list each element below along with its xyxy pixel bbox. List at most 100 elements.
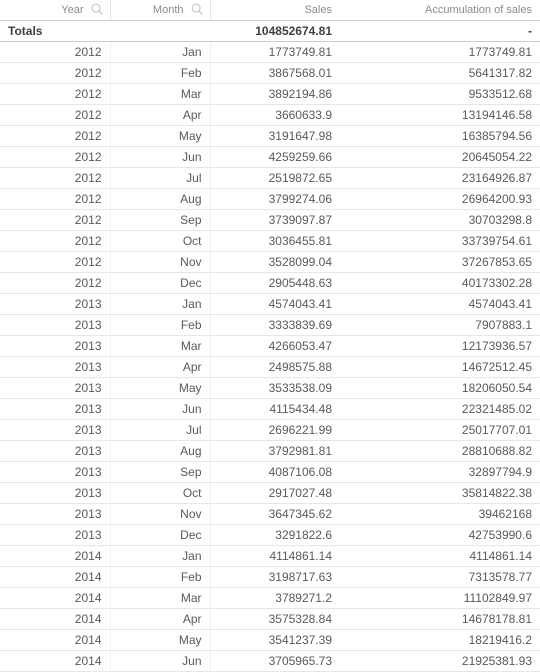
- table-row[interactable]: 2012Feb3867568.015641317.82: [0, 63, 540, 84]
- table-row[interactable]: 2014Mar3789271.211102849.97: [0, 588, 540, 609]
- cell-accum: 22321485.02: [340, 399, 540, 420]
- cell-year: 2013: [0, 504, 110, 525]
- cell-month: Jan: [110, 294, 210, 315]
- cell-month: Sep: [110, 210, 210, 231]
- cell-sales: 3191647.98: [210, 126, 340, 147]
- table-row[interactable]: 2014Feb3198717.637313578.77: [0, 567, 540, 588]
- cell-sales: 4259259.66: [210, 147, 340, 168]
- cell-sales: 1773749.81: [210, 42, 340, 63]
- table-row[interactable]: 2013Sep4087106.0832897794.9: [0, 462, 540, 483]
- table-row[interactable]: 2012Apr3660633.913194146.58: [0, 105, 540, 126]
- col-header-month[interactable]: Month: [110, 0, 210, 21]
- cell-month: Jun: [110, 651, 210, 672]
- table-row[interactable]: 2013Jun4115434.4822321485.02: [0, 399, 540, 420]
- cell-accum: 23164926.87: [340, 168, 540, 189]
- cell-accum: 11102849.97: [340, 588, 540, 609]
- search-icon[interactable]: [190, 2, 204, 16]
- table-row[interactable]: 2012Jul2519872.6523164926.87: [0, 168, 540, 189]
- sales-table: Year Month Sales Accumulation of sales: [0, 0, 540, 672]
- cell-sales: 3533538.09: [210, 378, 340, 399]
- cell-year: 2013: [0, 441, 110, 462]
- cell-year: 2013: [0, 462, 110, 483]
- cell-year: 2013: [0, 378, 110, 399]
- cell-accum: 32897794.9: [340, 462, 540, 483]
- cell-year: 2012: [0, 210, 110, 231]
- cell-accum: 21925381.93: [340, 651, 540, 672]
- cell-sales: 4114861.14: [210, 546, 340, 567]
- table-row[interactable]: 2012Oct3036455.8133739754.61: [0, 231, 540, 252]
- cell-sales: 2498575.88: [210, 357, 340, 378]
- table-row[interactable]: 2013Mar4266053.4712173936.57: [0, 336, 540, 357]
- cell-sales: 3705965.73: [210, 651, 340, 672]
- table-row[interactable]: 2012Nov3528099.0437267853.65: [0, 252, 540, 273]
- cell-year: 2013: [0, 315, 110, 336]
- cell-year: 2012: [0, 63, 110, 84]
- cell-year: 2014: [0, 630, 110, 651]
- cell-accum: 5641317.82: [340, 63, 540, 84]
- cell-month: May: [110, 630, 210, 651]
- cell-accum: 9533512.68: [340, 84, 540, 105]
- table-row[interactable]: 2013Nov3647345.6239462168: [0, 504, 540, 525]
- cell-month: Apr: [110, 357, 210, 378]
- cell-year: 2013: [0, 336, 110, 357]
- cell-accum: 30703298.8: [340, 210, 540, 231]
- table-row[interactable]: 2013May3533538.0918206050.54: [0, 378, 540, 399]
- table-row[interactable]: 2013Jan4574043.414574043.41: [0, 294, 540, 315]
- col-header-sales[interactable]: Sales: [210, 0, 340, 21]
- table-row[interactable]: 2012Mar3892194.869533512.68: [0, 84, 540, 105]
- table-row[interactable]: 2014May3541237.3918219416.2: [0, 630, 540, 651]
- cell-month: Jun: [110, 399, 210, 420]
- table-row[interactable]: 2013Jul2696221.9925017707.01: [0, 420, 540, 441]
- cell-year: 2014: [0, 651, 110, 672]
- cell-year: 2012: [0, 147, 110, 168]
- cell-sales: 4115434.48: [210, 399, 340, 420]
- table-row[interactable]: 2012Jan1773749.811773749.81: [0, 42, 540, 63]
- cell-accum: 28810688.82: [340, 441, 540, 462]
- cell-month: Nov: [110, 252, 210, 273]
- cell-month: Apr: [110, 609, 210, 630]
- cell-month: Feb: [110, 567, 210, 588]
- cell-accum: 7907883.1: [340, 315, 540, 336]
- cell-year: 2012: [0, 231, 110, 252]
- header-row: Year Month Sales Accumulation of sales: [0, 0, 540, 21]
- table-row[interactable]: 2012Aug3799274.0626964200.93: [0, 189, 540, 210]
- table-row[interactable]: 2012Dec2905448.6340173302.28: [0, 273, 540, 294]
- cell-accum: 18219416.2: [340, 630, 540, 651]
- table-row[interactable]: 2012May3191647.9816385794.56: [0, 126, 540, 147]
- cell-month: Mar: [110, 84, 210, 105]
- cell-month: May: [110, 126, 210, 147]
- table-row[interactable]: 2013Dec3291822.642753990.6: [0, 525, 540, 546]
- cell-month: Feb: [110, 63, 210, 84]
- table-row[interactable]: 2014Apr3575328.8414678178.81: [0, 609, 540, 630]
- table-row[interactable]: 2013Aug3792981.8128810688.82: [0, 441, 540, 462]
- table-row[interactable]: 2013Apr2498575.8814672512.45: [0, 357, 540, 378]
- table-row[interactable]: 2013Oct2917027.4835814822.38: [0, 483, 540, 504]
- col-header-accum[interactable]: Accumulation of sales: [340, 0, 540, 21]
- table-row[interactable]: 2013Feb3333839.697907883.1: [0, 315, 540, 336]
- table-row[interactable]: 2014Jan4114861.144114861.14: [0, 546, 540, 567]
- cell-accum: 1773749.81: [340, 42, 540, 63]
- cell-accum: 12173936.57: [340, 336, 540, 357]
- table-row[interactable]: 2012Jun4259259.6620645054.22: [0, 147, 540, 168]
- cell-year: 2014: [0, 546, 110, 567]
- cell-month: Aug: [110, 441, 210, 462]
- table-row[interactable]: 2012Sep3739097.8730703298.8: [0, 210, 540, 231]
- cell-year: 2012: [0, 273, 110, 294]
- cell-accum: 18206050.54: [340, 378, 540, 399]
- cell-month: May: [110, 378, 210, 399]
- cell-accum: 7313578.77: [340, 567, 540, 588]
- totals-sales: 104852674.81: [210, 21, 340, 42]
- col-header-year[interactable]: Year: [0, 0, 110, 21]
- cell-sales: 4266053.47: [210, 336, 340, 357]
- table-row[interactable]: 2014Jun3705965.7321925381.93: [0, 651, 540, 672]
- cell-sales: 2905448.63: [210, 273, 340, 294]
- cell-sales: 2696221.99: [210, 420, 340, 441]
- cell-year: 2013: [0, 525, 110, 546]
- cell-accum: 14678178.81: [340, 609, 540, 630]
- cell-sales: 3541237.39: [210, 630, 340, 651]
- cell-sales: 3660633.9: [210, 105, 340, 126]
- cell-accum: 4574043.41: [340, 294, 540, 315]
- cell-year: 2012: [0, 42, 110, 63]
- cell-sales: 2917027.48: [210, 483, 340, 504]
- search-icon[interactable]: [90, 2, 104, 16]
